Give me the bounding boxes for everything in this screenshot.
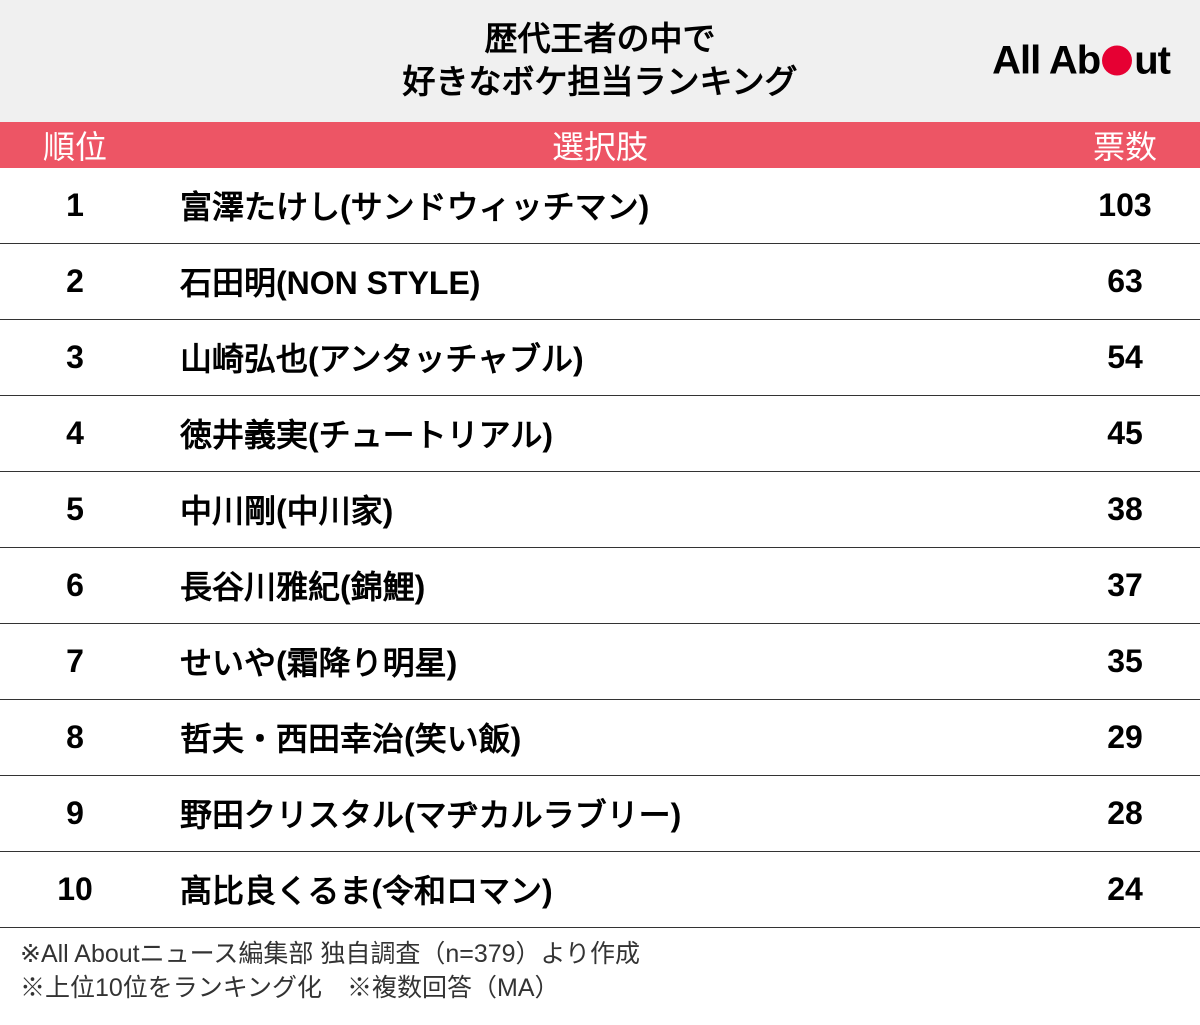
table-row: 2 石田明(NON STYLE) 63 (0, 244, 1200, 320)
choice-cell: 髙比良くるま(令和ロマン) (150, 866, 1050, 912)
choice-cell: 徳井義実(チュートリアル) (150, 410, 1050, 456)
rank-cell: 6 (0, 567, 150, 604)
votes-cell: 45 (1050, 415, 1200, 452)
votes-cell: 38 (1050, 491, 1200, 528)
rank-cell: 4 (0, 415, 150, 452)
votes-cell: 63 (1050, 263, 1200, 300)
logo-text-part2: ut (1134, 38, 1170, 83)
choice-cell: 中川剛(中川家) (150, 486, 1050, 532)
votes-cell: 37 (1050, 567, 1200, 604)
rank-cell: 2 (0, 263, 150, 300)
rank-cell: 1 (0, 187, 150, 224)
table-row: 5 中川剛(中川家) 38 (0, 472, 1200, 548)
footer-note-1: ※All Aboutニュース編集部 独自調査（n=379）より作成 (20, 938, 1180, 972)
votes-cell: 28 (1050, 795, 1200, 832)
choice-cell: 山崎弘也(アンタッチャブル) (150, 334, 1050, 380)
table-row: 9 野田クリスタル(マヂカルラブリー) 28 (0, 776, 1200, 852)
table-row: 8 哲夫・西田幸治(笑い飯) 29 (0, 700, 1200, 776)
votes-cell: 24 (1050, 871, 1200, 908)
choice-cell: 野田クリスタル(マヂカルラブリー) (150, 790, 1050, 836)
votes-cell: 54 (1050, 339, 1200, 376)
table-row: 6 長谷川雅紀(錦鯉) 37 (0, 548, 1200, 624)
table-row: 1 富澤たけし(サンドウィッチマン) 103 (0, 168, 1200, 244)
table-body: 1 富澤たけし(サンドウィッチマン) 103 2 石田明(NON STYLE) … (0, 168, 1200, 928)
rank-cell: 8 (0, 719, 150, 756)
rank-cell: 9 (0, 795, 150, 832)
choice-cell: 哲夫・西田幸治(笑い飯) (150, 714, 1050, 760)
header-section: 歴代王者の中で 好きなボケ担当ランキング All Ab ut (0, 0, 1200, 122)
choice-cell: せいや(霜降り明星) (150, 638, 1050, 684)
title-line-1: 歴代王者の中で (402, 18, 797, 61)
column-header-choice: 選択肢 (150, 122, 1050, 168)
table-row: 10 髙比良くるま(令和ロマン) 24 (0, 852, 1200, 928)
table-row: 4 徳井義実(チュートリアル) 45 (0, 396, 1200, 472)
footer-notes: ※All Aboutニュース編集部 独自調査（n=379）より作成 ※上位10位… (0, 928, 1200, 1025)
logo-text-part1: All Ab (992, 38, 1100, 83)
allabout-logo: All Ab ut (992, 38, 1170, 83)
rank-cell: 5 (0, 491, 150, 528)
ranking-container: 歴代王者の中で 好きなボケ担当ランキング All Ab ut 順位 選択肢 票数… (0, 0, 1200, 995)
title-line-2: 好きなボケ担当ランキング (402, 61, 797, 104)
footer-note-2: ※上位10位をランキング化 ※複数回答（MA） (20, 972, 1180, 1006)
table-header-row: 順位 選択肢 票数 (0, 122, 1200, 168)
choice-cell: 長谷川雅紀(錦鯉) (150, 562, 1050, 608)
rank-cell: 10 (0, 871, 150, 908)
choice-cell: 富澤たけし(サンドウィッチマン) (150, 182, 1050, 228)
votes-cell: 103 (1050, 187, 1200, 224)
rank-cell: 3 (0, 339, 150, 376)
column-header-rank: 順位 (0, 122, 150, 168)
rank-cell: 7 (0, 643, 150, 680)
logo-dot-icon (1102, 46, 1132, 76)
votes-cell: 35 (1050, 643, 1200, 680)
table-row: 7 せいや(霜降り明星) 35 (0, 624, 1200, 700)
column-header-votes: 票数 (1050, 122, 1200, 168)
choice-cell: 石田明(NON STYLE) (150, 258, 1050, 304)
table-row: 3 山崎弘也(アンタッチャブル) 54 (0, 320, 1200, 396)
title-block: 歴代王者の中で 好きなボケ担当ランキング (402, 18, 797, 104)
votes-cell: 29 (1050, 719, 1200, 756)
